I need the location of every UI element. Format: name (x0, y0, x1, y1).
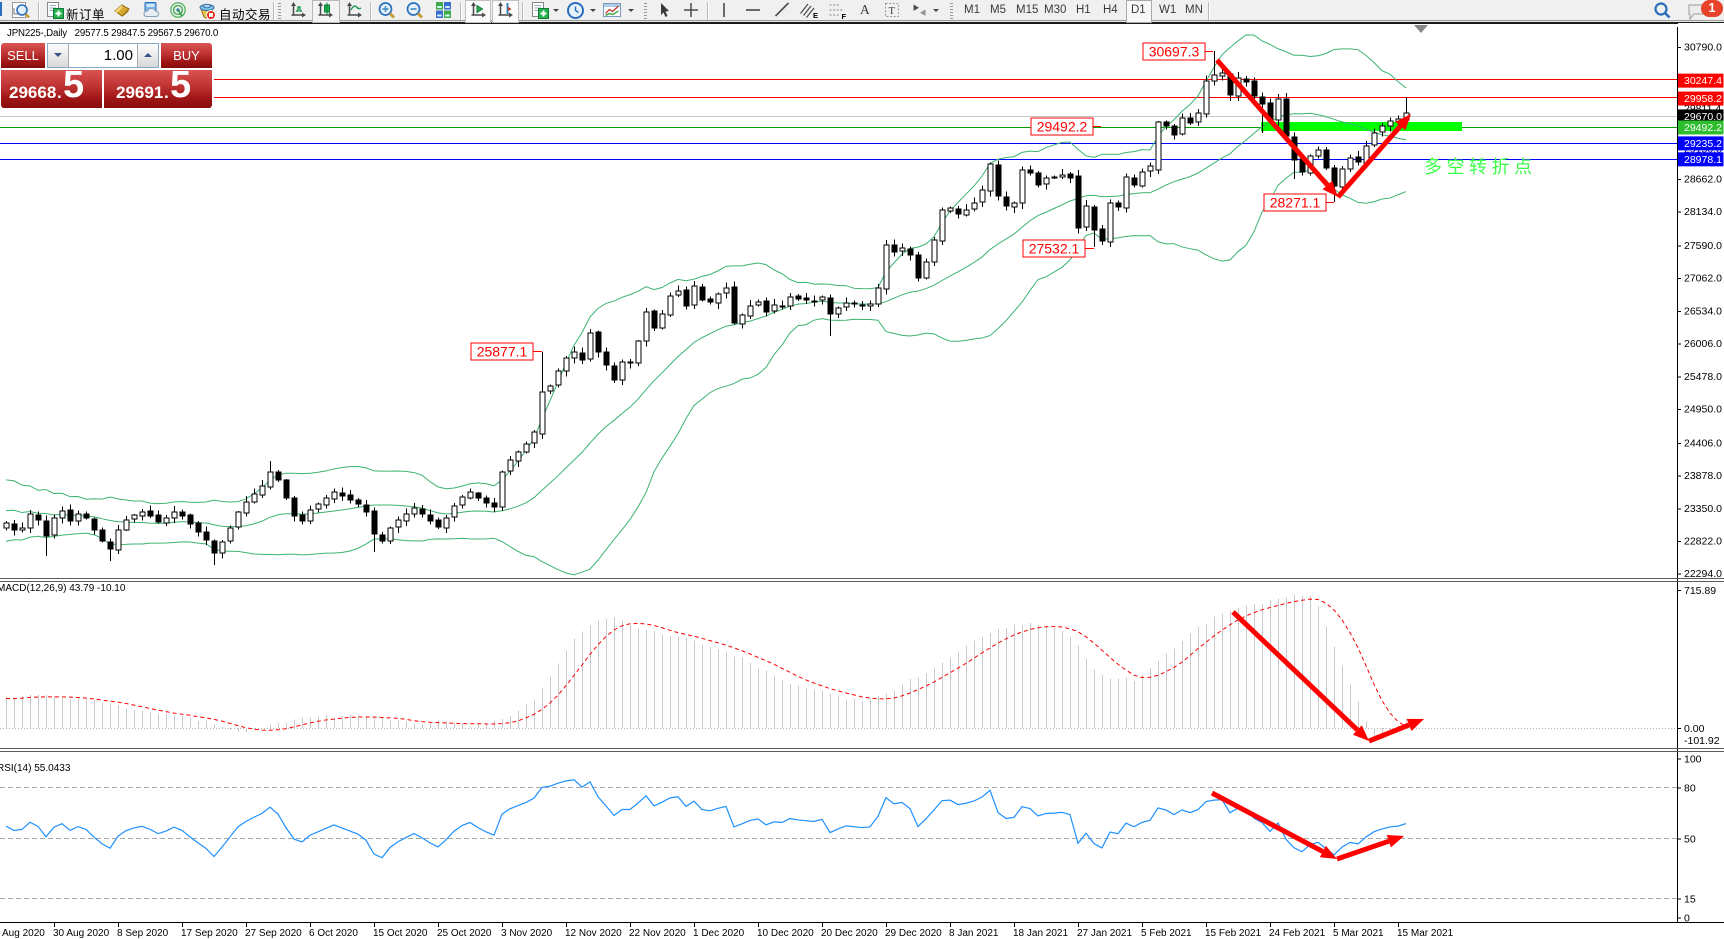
svg-text:29235.2: 29235.2 (1684, 138, 1722, 150)
svg-text:80: 80 (1684, 783, 1696, 795)
svg-text:24406.0: 24406.0 (1684, 437, 1722, 449)
svg-text:27532.1: 27532.1 (1029, 241, 1080, 257)
svg-text:28134.0: 28134.0 (1684, 206, 1722, 218)
svg-text:23878.0: 23878.0 (1684, 470, 1722, 482)
svg-text:25478.0: 25478.0 (1684, 371, 1722, 383)
svg-text:E: E (813, 11, 818, 20)
svg-text:28271.1: 28271.1 (1270, 195, 1321, 211)
svg-text:27 Jan 2021: 27 Jan 2021 (1077, 928, 1132, 939)
svg-text:28978.1: 28978.1 (1684, 154, 1722, 166)
svg-text:多空转折点: 多空转折点 (1424, 157, 1537, 177)
svg-text:17 Sep 2020: 17 Sep 2020 (181, 928, 238, 939)
svg-text:T: T (889, 6, 896, 17)
svg-text:20 Dec 2020: 20 Dec 2020 (821, 928, 878, 939)
svg-text:30697.3: 30697.3 (1149, 44, 1200, 60)
svg-text:715.89: 715.89 (1684, 585, 1716, 597)
svg-text:24950.0: 24950.0 (1684, 404, 1722, 416)
svg-text:28662.0: 28662.0 (1684, 173, 1722, 185)
svg-text:25 Oct 2020: 25 Oct 2020 (437, 928, 492, 939)
svg-text:25877.1: 25877.1 (477, 344, 528, 360)
svg-text:3 Nov 2020: 3 Nov 2020 (501, 928, 553, 939)
svg-text:29958.2: 29958.2 (1684, 93, 1722, 105)
svg-text:15 Oct 2020: 15 Oct 2020 (373, 928, 428, 939)
svg-text:27590.0: 27590.0 (1684, 240, 1722, 252)
svg-text:15: 15 (1684, 894, 1696, 906)
svg-text:0: 0 (1684, 913, 1690, 925)
svg-text:6 Oct 2020: 6 Oct 2020 (309, 928, 358, 939)
svg-text:1 Dec 2020: 1 Dec 2020 (693, 928, 745, 939)
svg-text:27062.0: 27062.0 (1684, 273, 1722, 285)
svg-text:5 Feb 2021: 5 Feb 2021 (1141, 928, 1192, 939)
svg-text:30790.0: 30790.0 (1684, 42, 1722, 54)
svg-text:-101.92: -101.92 (1684, 735, 1720, 747)
svg-text:22822.0: 22822.0 (1684, 535, 1722, 547)
svg-text:30247.4: 30247.4 (1684, 75, 1722, 87)
svg-text:26006.0: 26006.0 (1684, 338, 1722, 350)
svg-text:0.00: 0.00 (1684, 723, 1705, 735)
svg-text:22294.0: 22294.0 (1684, 568, 1722, 580)
svg-text:MACD(12,26,9) 43.79 -10.10: MACD(12,26,9) 43.79 -10.10 (0, 583, 126, 594)
svg-text:24 Feb 2021: 24 Feb 2021 (1269, 928, 1326, 939)
svg-text:100: 100 (1684, 754, 1702, 766)
svg-text:F: F (842, 12, 847, 20)
svg-text:22 Nov 2020: 22 Nov 2020 (629, 928, 686, 939)
svg-text:10 Dec 2020: 10 Dec 2020 (757, 928, 814, 939)
svg-text:8 Jan 2021: 8 Jan 2021 (949, 928, 999, 939)
svg-text:12 Nov 2020: 12 Nov 2020 (565, 928, 622, 939)
svg-text:29670.0: 29670.0 (1684, 111, 1722, 123)
svg-text:29492.2: 29492.2 (1037, 119, 1088, 135)
svg-text:5 Mar 2021: 5 Mar 2021 (1333, 928, 1384, 939)
svg-text:RSI(14) 55.0433: RSI(14) 55.0433 (0, 763, 71, 774)
svg-text:15 Feb 2021: 15 Feb 2021 (1205, 928, 1262, 939)
svg-text:29492.2: 29492.2 (1684, 122, 1722, 134)
svg-text:Aug 2020: Aug 2020 (2, 928, 45, 939)
svg-text:30 Aug 2020: 30 Aug 2020 (53, 928, 110, 939)
svg-text:18 Jan 2021: 18 Jan 2021 (1013, 928, 1068, 939)
svg-text:15 Mar 2021: 15 Mar 2021 (1397, 928, 1454, 939)
svg-text:50: 50 (1684, 834, 1696, 846)
svg-text:26534.0: 26534.0 (1684, 305, 1722, 317)
svg-text:23350.0: 23350.0 (1684, 503, 1722, 515)
svg-text:29 Dec 2020: 29 Dec 2020 (885, 928, 942, 939)
svg-text:JPN225-,Daily 29577.5 29847.: JPN225-,Daily 29577.5 29847.5 29567.5 29… (7, 28, 219, 39)
svg-text:8 Sep 2020: 8 Sep 2020 (117, 928, 169, 939)
svg-text:27 Sep 2020: 27 Sep 2020 (245, 928, 302, 939)
